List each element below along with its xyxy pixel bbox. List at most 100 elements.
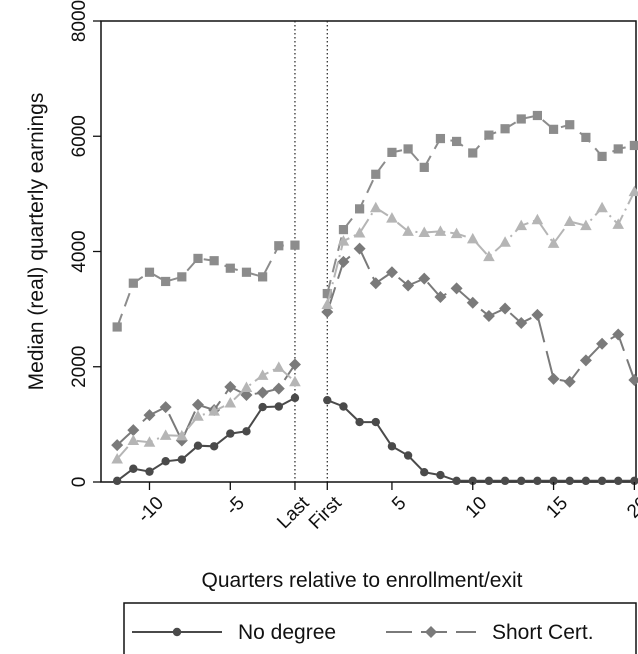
series-3-point-before-8 xyxy=(240,381,253,392)
series-3-point-after-12 xyxy=(515,219,528,231)
series-0-point-after-12 xyxy=(517,476,526,486)
series-2-point-after-12 xyxy=(516,114,526,124)
series-0-point-after-7 xyxy=(436,470,445,480)
series-3-point-before-2 xyxy=(143,436,156,447)
series-2-point-before-10 xyxy=(274,241,284,251)
series-2-line-after xyxy=(326,114,635,294)
series-3-point-before-4 xyxy=(176,429,188,441)
series-2-point-after-2 xyxy=(355,204,365,214)
legend: No degree Short Cert. Certificate Associate… xyxy=(123,602,637,654)
y-tick-label-0: 0 xyxy=(69,477,90,488)
series-2-point-before-2 xyxy=(144,267,155,277)
series-2-point-before-8 xyxy=(241,267,252,277)
separator-lines xyxy=(294,21,328,482)
series-0-point-after-17 xyxy=(597,476,607,486)
series-0-point-after-2 xyxy=(355,417,364,427)
series-0-point-before-5 xyxy=(193,441,203,450)
series-2-point-before-6 xyxy=(209,256,219,266)
series-2-point-after-7 xyxy=(435,133,446,144)
series-1-point-after-1 xyxy=(337,255,350,268)
series-0-point-before-10 xyxy=(274,402,283,411)
series-3-point-after-8 xyxy=(450,227,463,239)
series-0-point-after-19 xyxy=(630,476,638,486)
series-3-point-after-6 xyxy=(418,226,431,237)
series-0-point-before-6 xyxy=(209,442,219,451)
series-1-point-after-14 xyxy=(547,372,560,385)
series-3-point-after-18 xyxy=(612,218,625,229)
y-tick-label-1: 2000 xyxy=(69,346,90,388)
series-2-point-after-15 xyxy=(565,120,575,130)
series-1-point-after-12 xyxy=(515,316,528,329)
series-3-point-after-2 xyxy=(353,227,366,238)
legend-label-1: Short Cert. xyxy=(492,621,594,644)
series-1-point-before-1 xyxy=(127,424,140,437)
series-3-point-before-5 xyxy=(192,410,204,421)
series-0-point-after-10 xyxy=(484,476,494,486)
series-3-point-before-11 xyxy=(289,375,301,387)
x-tick-label-4: 5 xyxy=(388,493,410,515)
x-tick-label-5: 10 xyxy=(462,493,492,523)
legend-label-2: Certificate xyxy=(238,652,333,654)
series-2-point-after-9 xyxy=(468,148,478,158)
series-3 xyxy=(111,185,638,464)
series-3-point-after-10 xyxy=(483,250,495,262)
series-0-point-before-3 xyxy=(161,457,170,466)
series-1-point-after-5 xyxy=(402,279,415,292)
series-0-point-after-3 xyxy=(371,417,380,427)
x-tick-label-6: 15 xyxy=(542,493,572,523)
series-0-point-after-0 xyxy=(323,395,332,405)
series-0-point-before-8 xyxy=(242,427,251,436)
y-axis: 0 2000 4000 6000 8000 xyxy=(69,0,101,487)
series-1-point-before-7 xyxy=(224,380,237,393)
series-0-line-before xyxy=(116,397,296,482)
series-2-point-after-10 xyxy=(484,130,494,140)
series-0-point-before-9 xyxy=(258,402,267,412)
series-2-point-after-19 xyxy=(629,140,638,151)
series-1-point-before-2 xyxy=(143,409,156,422)
series-0-point-before-7 xyxy=(226,429,235,438)
series-2-point-before-4 xyxy=(177,272,187,282)
series-0-point-after-14 xyxy=(549,476,558,486)
x-tick-label-0: -10 xyxy=(134,493,168,527)
series-3-point-before-6 xyxy=(208,405,220,416)
series-1-point-after-10 xyxy=(482,310,495,323)
series-2-point-after-4 xyxy=(387,147,397,157)
series-1-point-after-4 xyxy=(385,266,398,279)
series-0-point-after-16 xyxy=(581,476,591,486)
series-0-point-before-11 xyxy=(290,393,300,403)
series-1-point-after-16 xyxy=(579,354,592,367)
series-3-point-after-3 xyxy=(369,201,382,213)
series-3-point-after-1 xyxy=(337,235,350,246)
series-0-point-after-4 xyxy=(387,442,397,451)
series-3-point-after-4 xyxy=(386,212,398,223)
x-tick-label-2: Last xyxy=(273,492,314,533)
series-1-point-after-17 xyxy=(596,337,609,350)
series-3-point-before-7 xyxy=(224,397,237,408)
series-2-line-before xyxy=(116,244,296,328)
series-3-point-before-9 xyxy=(256,369,269,380)
series-1-point-before-11 xyxy=(288,358,301,371)
series-1-point-after-19 xyxy=(628,374,638,387)
series-3-point-after-0 xyxy=(321,298,334,310)
series-1-point-before-10 xyxy=(272,382,285,395)
series-0-point-before-1 xyxy=(129,464,138,473)
series-3-point-after-16 xyxy=(580,219,592,231)
series-2-point-after-13 xyxy=(532,110,543,121)
series-1-point-after-13 xyxy=(531,308,544,321)
series-3-point-before-3 xyxy=(159,429,172,440)
series-2-point-after-16 xyxy=(581,132,591,143)
x-axis-title: Quarters relative to enrollment/exit xyxy=(202,569,523,592)
series-2-point-before-5 xyxy=(193,253,203,264)
series-3-point-before-0 xyxy=(111,452,123,464)
series-0 xyxy=(112,393,638,486)
series-0-point-after-1 xyxy=(339,402,348,411)
series-1-point-before-3 xyxy=(159,401,172,414)
series-1-line-before xyxy=(116,363,296,446)
series-2-point-before-11 xyxy=(290,240,300,250)
legend-box xyxy=(123,602,637,654)
series-1-point-before-0 xyxy=(111,439,124,452)
series-1-point-after-11 xyxy=(499,302,512,315)
series-1-point-after-18 xyxy=(612,328,625,341)
